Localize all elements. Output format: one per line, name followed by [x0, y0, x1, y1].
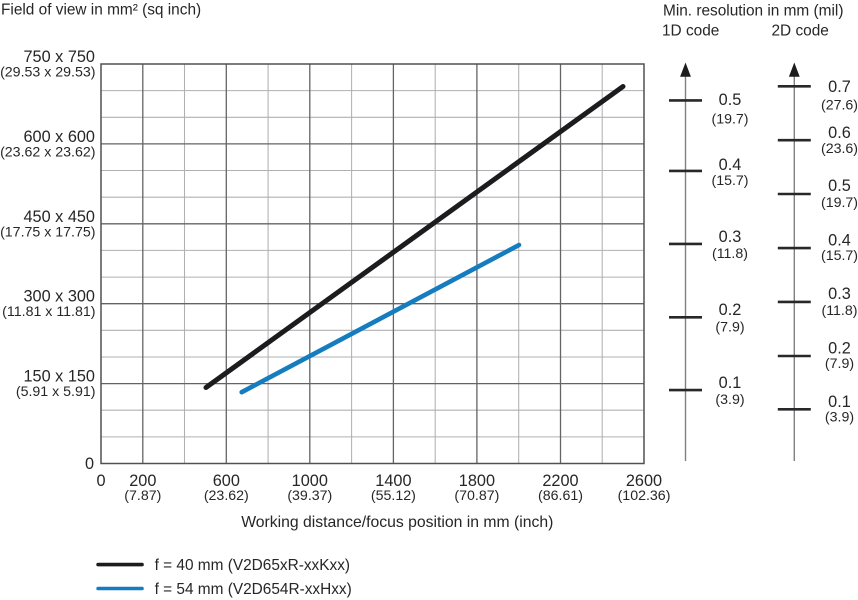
svg-text:(11.8): (11.8) [712, 246, 748, 262]
svg-text:0: 0 [96, 472, 105, 490]
svg-text:(11.8): (11.8) [821, 303, 857, 319]
svg-text:(23.62 x 23.62): (23.62 x 23.62) [0, 144, 95, 160]
svg-text:(3.9): (3.9) [715, 392, 744, 408]
svg-text:0.1: 0.1 [828, 393, 851, 411]
svg-text:(15.7): (15.7) [821, 248, 858, 264]
svg-text:(19.7): (19.7) [711, 111, 748, 127]
svg-text:(39.37): (39.37) [287, 488, 332, 504]
svg-text:1800: 1800 [459, 472, 495, 490]
svg-text:600: 600 [213, 472, 240, 490]
svg-text:0.6: 0.6 [828, 124, 851, 142]
svg-text:(23.62): (23.62) [204, 488, 249, 504]
svg-text:0.5: 0.5 [719, 91, 742, 109]
svg-text:(29.53 x 29.53): (29.53 x 29.53) [0, 65, 95, 81]
svg-text:1400: 1400 [375, 472, 411, 490]
svg-text:0.2: 0.2 [828, 339, 851, 357]
svg-text:0.5: 0.5 [828, 177, 851, 195]
svg-text:(3.9): (3.9) [825, 409, 854, 425]
svg-text:(15.7): (15.7) [711, 173, 748, 189]
svg-text:2600: 2600 [626, 472, 662, 490]
svg-text:Working distance/focus positio: Working distance/focus position in mm (i… [241, 514, 553, 531]
svg-text:(102.36): (102.36) [618, 488, 671, 504]
svg-text:(7.9): (7.9) [715, 319, 744, 335]
svg-text:Field of view in mm² (sq inch): Field of view in mm² (sq inch) [1, 1, 201, 18]
svg-text:0.7: 0.7 [828, 78, 851, 96]
svg-text:(27.6): (27.6) [821, 97, 858, 113]
svg-text:1000: 1000 [292, 472, 328, 490]
svg-text:0.4: 0.4 [828, 232, 851, 250]
svg-text:f = 40 mm (V2D65xR-xxKxx): f = 40 mm (V2D65xR-xxKxx) [155, 557, 350, 574]
svg-text:2200: 2200 [542, 472, 578, 490]
svg-text:(7.87): (7.87) [124, 488, 161, 504]
svg-text:300 x 300: 300 x 300 [23, 288, 95, 306]
svg-text:(86.61): (86.61) [538, 488, 583, 504]
svg-text:(55.12): (55.12) [371, 488, 416, 504]
svg-text:450 x 450: 450 x 450 [23, 208, 95, 226]
svg-text:150 x 150: 150 x 150 [23, 368, 95, 386]
svg-text:Min. resolution in mm (mil): Min. resolution in mm (mil) [663, 3, 843, 20]
svg-text:(7.9): (7.9) [825, 356, 854, 372]
svg-text:0.1: 0.1 [719, 374, 742, 392]
svg-text:(17.75 x 17.75): (17.75 x 17.75) [0, 224, 95, 240]
svg-text:1D code: 1D code [662, 23, 719, 40]
svg-text:600 x 600: 600 x 600 [23, 128, 95, 146]
svg-text:(11.81 x 11.81): (11.81 x 11.81) [2, 304, 95, 320]
svg-text:750 x 750: 750 x 750 [23, 48, 95, 66]
svg-text:0.3: 0.3 [828, 285, 851, 303]
svg-text:f = 54 mm (V2D654R-xxHxx): f = 54 mm (V2D654R-xxHxx) [155, 581, 352, 598]
svg-text:0.4: 0.4 [719, 156, 742, 174]
svg-text:2D code: 2D code [772, 23, 829, 40]
svg-text:0: 0 [85, 455, 94, 473]
svg-text:200: 200 [129, 472, 156, 490]
svg-text:(23.6): (23.6) [821, 141, 858, 157]
svg-text:0.2: 0.2 [719, 301, 742, 319]
svg-text:0.3: 0.3 [719, 228, 742, 246]
svg-text:(70.87): (70.87) [454, 488, 499, 504]
svg-text:(5.91 x 5.91): (5.91 x 5.91) [16, 384, 96, 400]
svg-text:(19.7): (19.7) [821, 195, 858, 211]
